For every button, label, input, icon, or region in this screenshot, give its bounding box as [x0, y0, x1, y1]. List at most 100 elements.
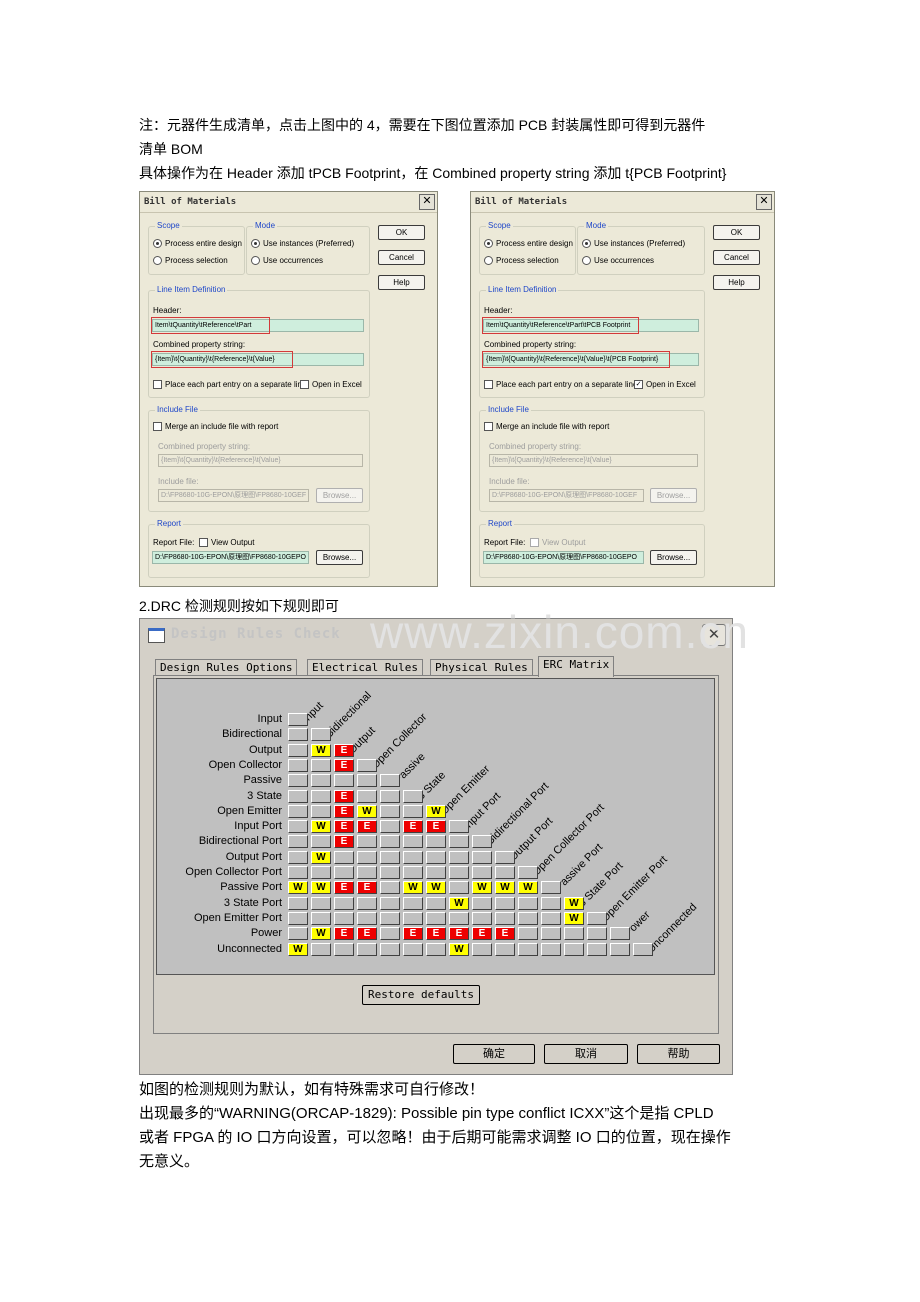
scope-entire-radio[interactable]: Process entire design — [153, 239, 242, 249]
scope-selection-radio[interactable]: Process selection — [484, 256, 559, 266]
merge-checkbox[interactable]: Merge an include file with report — [484, 422, 609, 432]
matrix-cell[interactable] — [288, 835, 308, 849]
matrix-cell[interactable] — [518, 927, 538, 941]
matrix-cell[interactable] — [495, 911, 515, 925]
header-input[interactable]: Item\tQuantity\tReference\tPart — [152, 319, 364, 332]
cancel-button[interactable]: Cancel — [713, 250, 760, 265]
report-browse-button[interactable]: Browse... — [650, 550, 697, 565]
matrix-cell[interactable] — [334, 942, 354, 956]
matrix-cell[interactable] — [311, 774, 331, 788]
matrix-cell[interactable] — [288, 927, 308, 941]
mode-occurrences-radio[interactable]: Use occurrences — [582, 256, 654, 266]
matrix-cell[interactable] — [449, 835, 469, 849]
place-each-checkbox[interactable]: Place each part entry on a separate line — [153, 380, 306, 390]
tab-erc-matrix[interactable]: ERC Matrix — [538, 656, 615, 677]
matrix-cell[interactable] — [357, 758, 377, 772]
matrix-cell[interactable] — [541, 942, 561, 956]
matrix-cell[interactable] — [380, 896, 400, 910]
help-button[interactable]: 帮助 — [637, 1044, 720, 1064]
matrix-cell[interactable]: W — [311, 820, 331, 834]
matrix-cell[interactable] — [587, 911, 607, 925]
header-input[interactable]: Item\tQuantity\tReference\tPart\tPCB Foo… — [483, 319, 699, 332]
matrix-cell[interactable] — [495, 896, 515, 910]
matrix-cell[interactable] — [495, 850, 515, 864]
matrix-cell[interactable] — [472, 835, 492, 849]
matrix-cell[interactable] — [288, 713, 308, 726]
matrix-cell[interactable] — [449, 911, 469, 925]
matrix-cell[interactable]: E — [334, 758, 354, 772]
matrix-cell[interactable]: W — [426, 881, 446, 895]
matrix-cell[interactable]: W — [472, 881, 492, 895]
matrix-cell[interactable] — [495, 866, 515, 879]
matrix-cell[interactable]: E — [334, 881, 354, 895]
matrix-cell[interactable] — [449, 866, 469, 879]
matrix-cell[interactable] — [357, 789, 377, 803]
matrix-cell[interactable] — [357, 866, 377, 879]
matrix-cell[interactable] — [426, 866, 446, 879]
matrix-cell[interactable] — [541, 927, 561, 941]
matrix-cell[interactable]: E — [334, 743, 354, 757]
close-icon[interactable]: ✕ — [419, 194, 435, 210]
matrix-cell[interactable] — [380, 804, 400, 818]
matrix-cell[interactable] — [449, 820, 469, 834]
matrix-cell[interactable] — [288, 804, 308, 818]
matrix-cell[interactable] — [541, 911, 561, 925]
matrix-cell[interactable] — [426, 896, 446, 910]
matrix-cell[interactable]: W — [311, 850, 331, 864]
cancel-button[interactable]: 取消 — [544, 1044, 628, 1064]
matrix-cell[interactable]: W — [403, 881, 423, 895]
scope-selection-radio[interactable]: Process selection — [153, 256, 228, 266]
matrix-cell[interactable]: W — [357, 804, 377, 818]
matrix-cell[interactable] — [564, 927, 584, 941]
restore-defaults-button[interactable]: Restore defaults — [362, 985, 480, 1005]
matrix-cell[interactable] — [380, 850, 400, 864]
matrix-cell[interactable]: W — [311, 743, 331, 757]
matrix-cell[interactable] — [288, 896, 308, 910]
matrix-cell[interactable] — [380, 866, 400, 879]
matrix-cell[interactable] — [357, 911, 377, 925]
matrix-cell[interactable] — [380, 927, 400, 941]
matrix-cell[interactable]: E — [357, 881, 377, 895]
matrix-cell[interactable]: E — [334, 820, 354, 834]
matrix-cell[interactable] — [380, 881, 400, 895]
matrix-cell[interactable]: W — [311, 927, 331, 941]
matrix-cell[interactable] — [311, 866, 331, 879]
mode-occurrences-radio[interactable]: Use occurrences — [251, 256, 323, 266]
matrix-cell[interactable] — [380, 942, 400, 956]
matrix-cell[interactable] — [541, 881, 561, 895]
matrix-cell[interactable] — [403, 850, 423, 864]
matrix-cell[interactable] — [403, 804, 423, 818]
matrix-cell[interactable] — [541, 896, 561, 910]
matrix-cell[interactable] — [311, 728, 331, 742]
matrix-cell[interactable] — [288, 789, 308, 803]
matrix-cell[interactable]: W — [495, 881, 515, 895]
matrix-cell[interactable] — [357, 942, 377, 956]
matrix-cell[interactable] — [472, 911, 492, 925]
matrix-cell[interactable]: E — [334, 835, 354, 849]
matrix-cell[interactable] — [380, 789, 400, 803]
matrix-cell[interactable] — [311, 896, 331, 910]
matrix-cell[interactable] — [334, 896, 354, 910]
scope-entire-radio[interactable]: Process entire design — [484, 239, 573, 249]
matrix-cell[interactable]: E — [495, 927, 515, 941]
matrix-cell[interactable] — [403, 942, 423, 956]
matrix-cell[interactable] — [334, 911, 354, 925]
matrix-cell[interactable] — [426, 911, 446, 925]
matrix-cell[interactable]: W — [449, 896, 469, 910]
matrix-cell[interactable] — [288, 743, 308, 757]
matrix-cell[interactable]: W — [288, 942, 308, 956]
cancel-button[interactable]: Cancel — [378, 250, 425, 265]
matrix-cell[interactable] — [518, 896, 538, 910]
matrix-cell[interactable] — [311, 942, 331, 956]
matrix-cell[interactable] — [403, 866, 423, 879]
matrix-cell[interactable] — [311, 789, 331, 803]
matrix-cell[interactable]: W — [288, 881, 308, 895]
report-browse-button[interactable]: Browse... — [316, 550, 363, 565]
matrix-cell[interactable] — [472, 896, 492, 910]
matrix-cell[interactable] — [472, 942, 492, 956]
report-file-input[interactable]: D:\FP8680-10G-EPON\原理图\FP8680-10GEPO — [483, 551, 644, 564]
matrix-cell[interactable] — [472, 850, 492, 864]
matrix-cell[interactable]: E — [357, 820, 377, 834]
matrix-cell[interactable] — [426, 942, 446, 956]
matrix-cell[interactable] — [633, 942, 653, 956]
